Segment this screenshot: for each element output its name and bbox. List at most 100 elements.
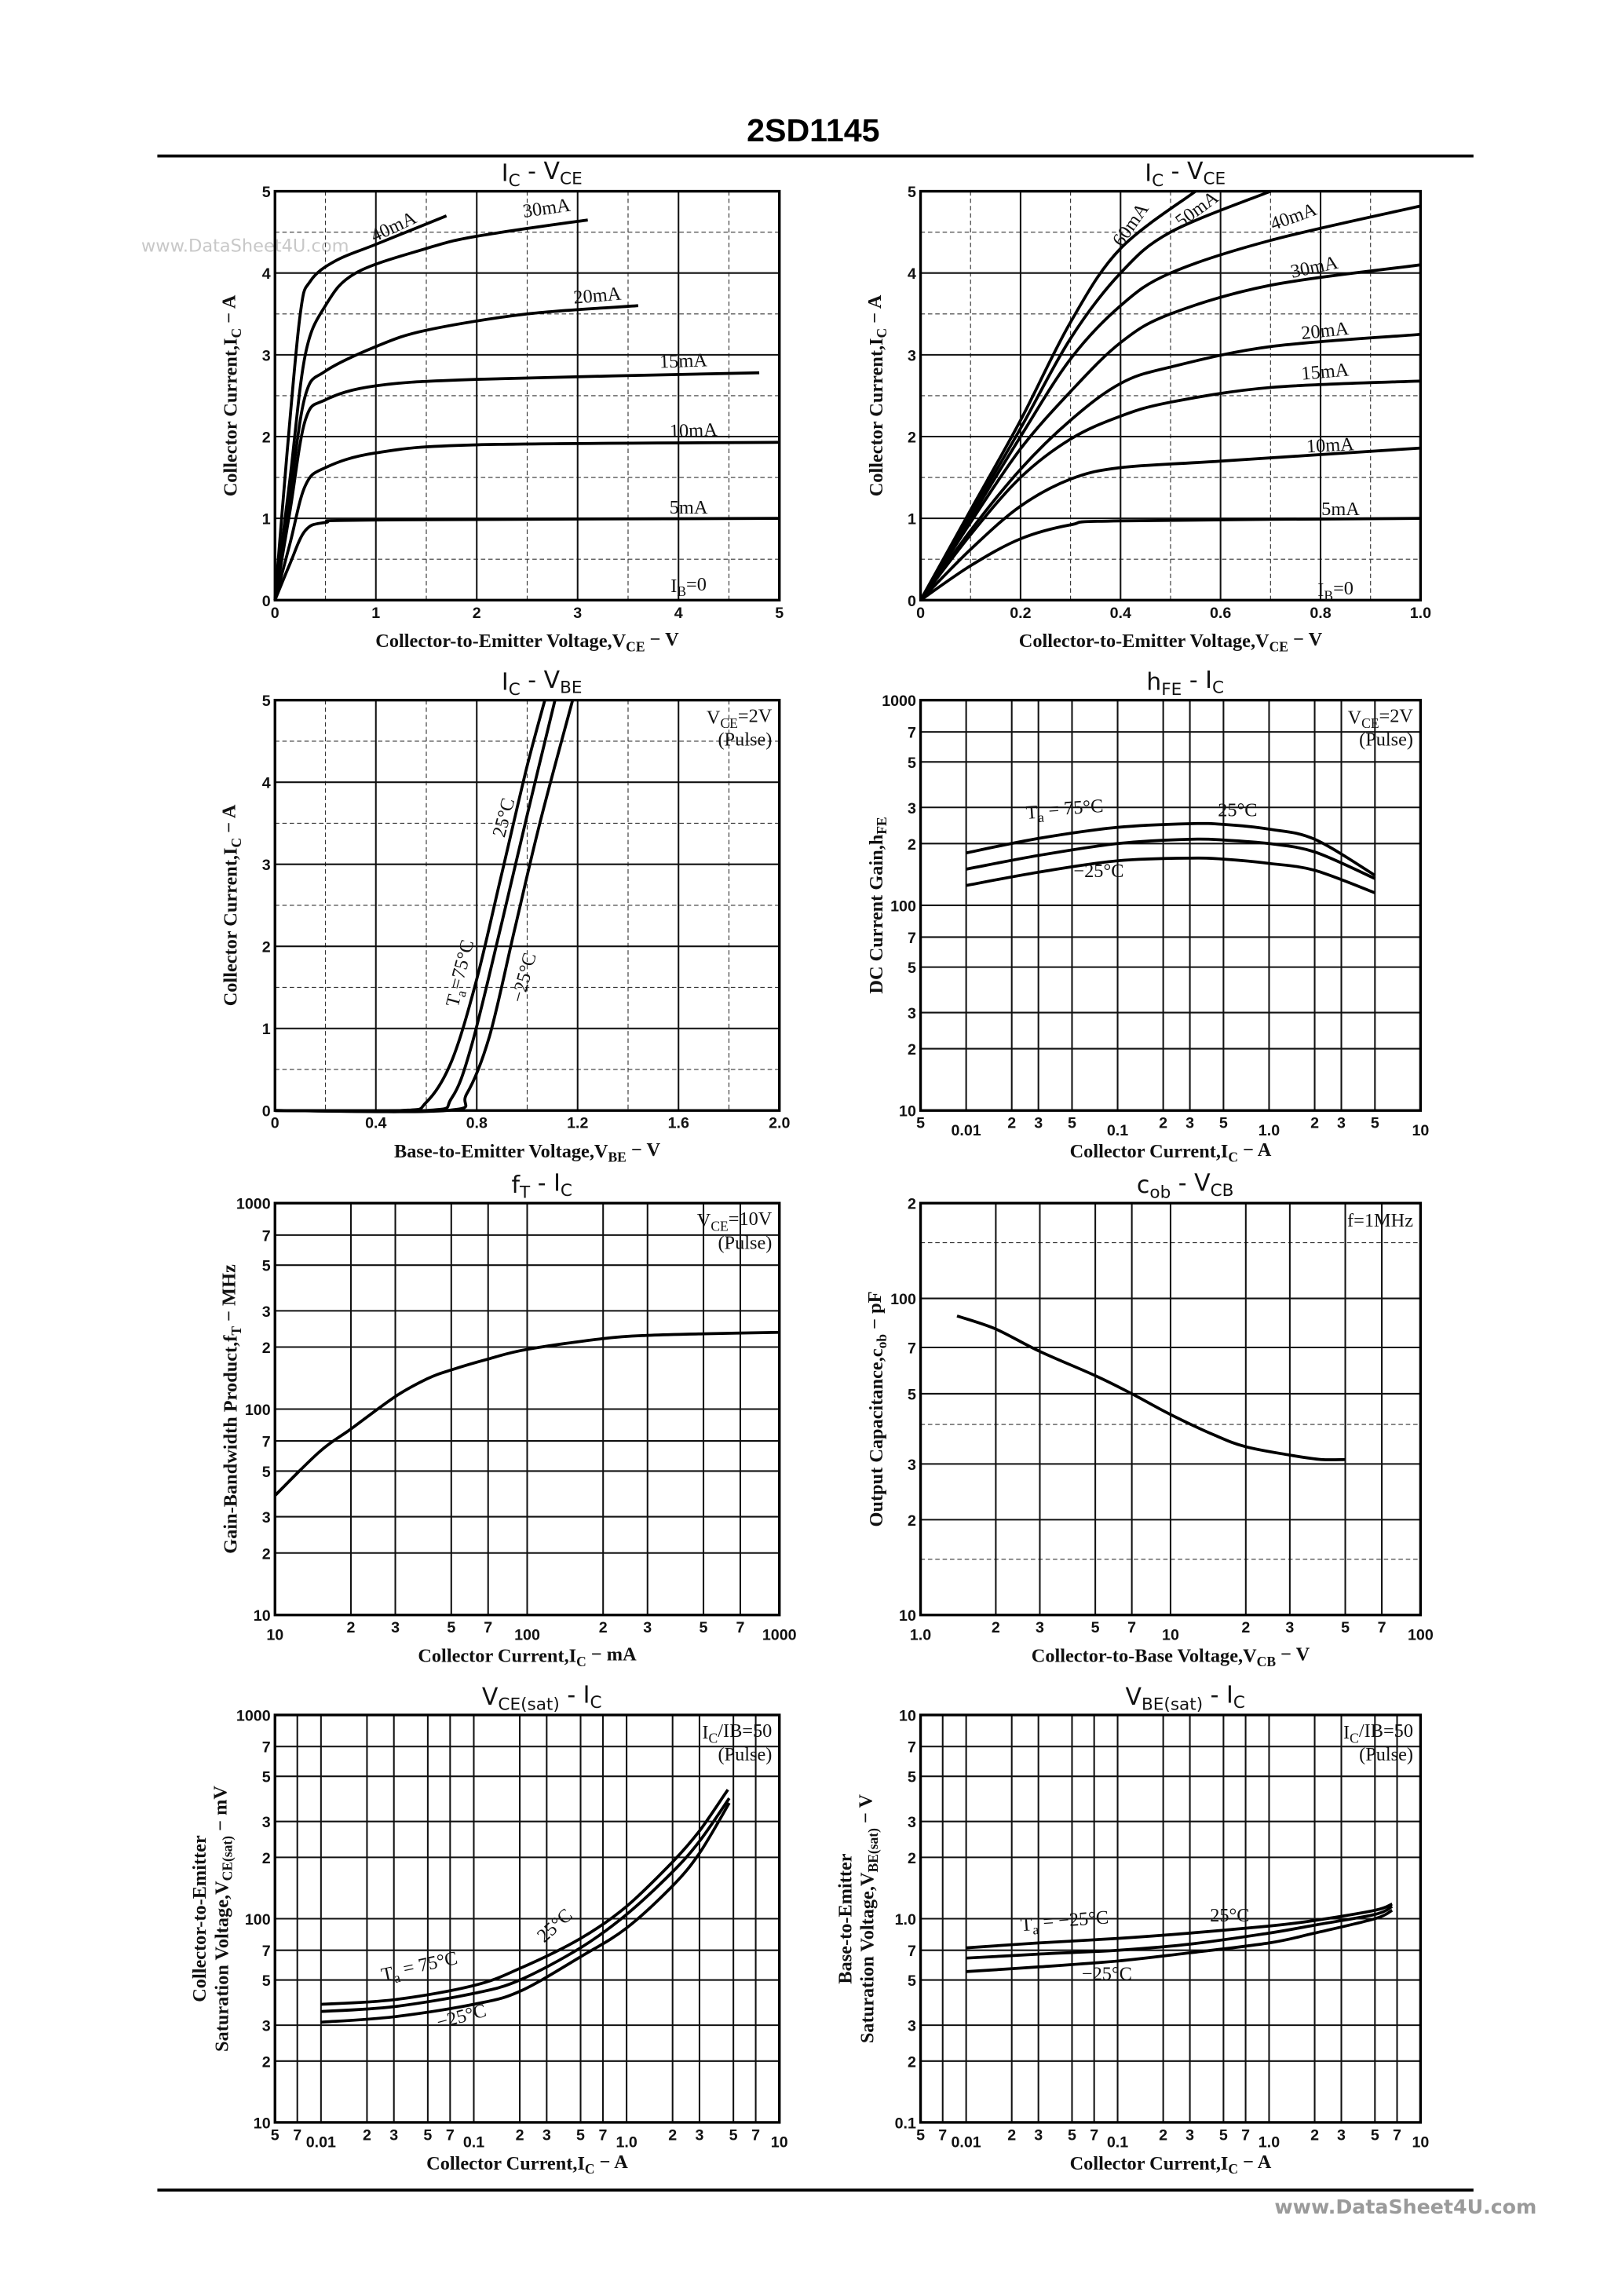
x-axis-label-subscript: C bbox=[585, 2161, 595, 2177]
x-tick-label: 1 bbox=[371, 605, 380, 622]
test-condition: (Pulse) bbox=[1359, 1744, 1413, 1765]
chart-title-subscript: CE bbox=[560, 169, 583, 188]
curve-label-part: 5mA bbox=[1321, 499, 1360, 520]
series-line-ta-75-c bbox=[320, 1789, 729, 2006]
y-axis-label: Collector Current,IC​ − A bbox=[864, 294, 890, 496]
test-condition-part: V bbox=[707, 707, 721, 729]
x-axis-label-part: − V bbox=[645, 629, 680, 650]
x-tick-label: 0.01 bbox=[951, 1122, 981, 1139]
x-tick-label: 10 bbox=[771, 2134, 788, 2152]
chart-title-subscript: C bbox=[509, 171, 521, 191]
x-tick-label: 2 bbox=[516, 2126, 524, 2144]
chart-title-subscript: BE(sat) bbox=[1142, 1695, 1203, 1714]
y-tick-label: 1 bbox=[908, 511, 916, 528]
series-line-25-c bbox=[966, 1905, 1394, 1960]
x-axis-label: Collector-to-Base Voltage,VCB​ − V bbox=[1032, 1644, 1310, 1669]
curve-label: −25°C bbox=[1073, 861, 1123, 882]
gridlines bbox=[919, 699, 1422, 1112]
y-tick-label: 10 bbox=[899, 1708, 916, 1725]
chart-title-part: V bbox=[544, 158, 561, 185]
x-tick-label: 5 bbox=[447, 1619, 455, 1636]
chart-title: VCE(sat)​ - IC​ bbox=[482, 1681, 602, 1714]
x-axis-label-part: Base-to-Emitter Voltage,V bbox=[394, 1141, 608, 1162]
test-condition-part: (Pulse) bbox=[718, 1744, 772, 1765]
x-tick-label: 7 bbox=[598, 2126, 607, 2144]
chart-title: hFE​ - IC​ bbox=[1146, 667, 1224, 700]
y-tick-label: 3 bbox=[908, 1005, 916, 1022]
y-axis-label-subscript: FE bbox=[874, 817, 890, 834]
x-tick-label: 3 bbox=[391, 1619, 400, 1636]
x-tick-label: 1000 bbox=[762, 1627, 797, 1644]
curve-label-part: T bbox=[1025, 802, 1039, 824]
test-condition-part: B bbox=[729, 1720, 742, 1742]
x-axis-label: Collector Current,IC​ − A bbox=[1070, 2152, 1272, 2177]
x-axis-label-part: − A bbox=[1238, 2152, 1272, 2173]
x-tick-label: 0.6 bbox=[1210, 605, 1231, 622]
curve-label: 10mA bbox=[1306, 433, 1355, 457]
x-tick-label: 3 bbox=[1285, 1619, 1294, 1636]
chart-title-subscript: CE bbox=[1203, 169, 1226, 188]
series-line-25-c bbox=[320, 1797, 731, 2013]
y-tick-label: 0.1 bbox=[895, 2115, 916, 2132]
y-tick-label: 4 bbox=[908, 265, 916, 283]
chart-title-part: I bbox=[583, 1681, 590, 1709]
y-tick-label: 100 bbox=[245, 1911, 271, 1929]
y-tick-label: 3 bbox=[262, 857, 271, 874]
chart-title-part: I bbox=[1226, 1681, 1233, 1709]
curve-label-part: −25°C bbox=[1073, 861, 1123, 882]
chart-title-part: - bbox=[1182, 667, 1205, 694]
test-condition: (Pulse) bbox=[1359, 729, 1413, 751]
chart-title: IC​ - VCE​ bbox=[502, 158, 583, 191]
x-axis-label-part: − A bbox=[1238, 1139, 1272, 1161]
chart-title-part: I bbox=[553, 1170, 561, 1197]
x-tick-label: 5 bbox=[423, 2126, 432, 2144]
chart-title-part: - bbox=[521, 158, 544, 185]
x-axis-label-part: Collector Current,I bbox=[1070, 2153, 1229, 2174]
y-tick-label: 3 bbox=[262, 1814, 271, 1831]
y-tick-label: 1000 bbox=[236, 1196, 271, 1213]
test-condition-subscript: C bbox=[1350, 1730, 1359, 1746]
y-axis-label-subscript: C bbox=[228, 838, 244, 848]
y-axis-label-part: − A bbox=[864, 294, 886, 328]
y-tick-label: 3 bbox=[262, 2018, 271, 2035]
curve-label-part: 20mA bbox=[1300, 318, 1350, 344]
x-tick-label: 100 bbox=[1408, 1627, 1434, 1644]
y-axis-label-part: Output Capacitance,c bbox=[866, 1348, 887, 1526]
chart-title-subscript: C bbox=[1212, 678, 1224, 697]
x-axis-label-subscript: C bbox=[1228, 1149, 1238, 1164]
x-tick-label: 5 bbox=[1219, 2126, 1228, 2144]
chart-8: 5 7 0.01 2 3 5 7 0.1 2 3 5 7 1.0 2 3 5 7 100.123571.02357… bbox=[835, 1681, 1430, 2177]
test-condition-part: =2V bbox=[1379, 706, 1414, 727]
y-tick-label: 0 bbox=[908, 593, 916, 610]
y-axis-label: Collector-to-Emitter bbox=[189, 1835, 210, 2002]
y-tick-label: 2 bbox=[262, 2053, 271, 2071]
x-tick-label: 0 bbox=[916, 605, 925, 622]
chart-7: 5 7 0.01 2 3 5 7 0.1 2 3 5 7 1.0 2 3 5 7 1010235710023571… bbox=[189, 1681, 787, 2177]
x-tick-label: 0.8 bbox=[1310, 605, 1331, 622]
chart-title-part: - bbox=[530, 1170, 553, 1197]
y-tick-label: 3 bbox=[262, 347, 271, 364]
x-axis-label: Base-to-Emitter Voltage,VBE​ − V bbox=[394, 1139, 660, 1164]
y-tick-label: 0 bbox=[262, 1103, 271, 1121]
x-axis-label: Collector Current,IC​ − mA bbox=[418, 1644, 637, 1669]
test-condition-part: V bbox=[697, 1210, 711, 1231]
y-tick-label: 7 bbox=[908, 1340, 916, 1358]
y-tick-label: 2 bbox=[908, 1850, 916, 1867]
chart-4: 5 0.01 2 3 5 0.1 2 3 5 1.0 2 3 5 1010235710023571000h… bbox=[866, 667, 1430, 1164]
y-tick-label: 7 bbox=[908, 725, 916, 742]
x-axis-label-part: Collector-to-Base Voltage,V bbox=[1032, 1646, 1257, 1667]
y-axis-label-subscript: BE(sat) bbox=[865, 1828, 881, 1873]
y-tick-label: 3 bbox=[908, 1814, 916, 1831]
x-tick-label: 3 bbox=[542, 2126, 551, 2144]
test-condition: VCE​=2V bbox=[1348, 706, 1414, 731]
series-line-30ma bbox=[919, 263, 1421, 601]
y-axis-label-part: Collector Current,I bbox=[221, 848, 242, 1007]
test-condition: (Pulse) bbox=[718, 729, 772, 751]
curve-label-part: 15mA bbox=[659, 349, 708, 372]
test-condition-part: =50 bbox=[1383, 1720, 1413, 1742]
x-tick-label: 0.2 bbox=[1010, 605, 1031, 622]
y-axis-label-part: − MHz bbox=[219, 1264, 240, 1326]
chart-title-part: I bbox=[502, 159, 509, 187]
y-tick-label: 7 bbox=[908, 1943, 916, 1960]
x-axis-label-subscript: C bbox=[576, 1654, 586, 1669]
